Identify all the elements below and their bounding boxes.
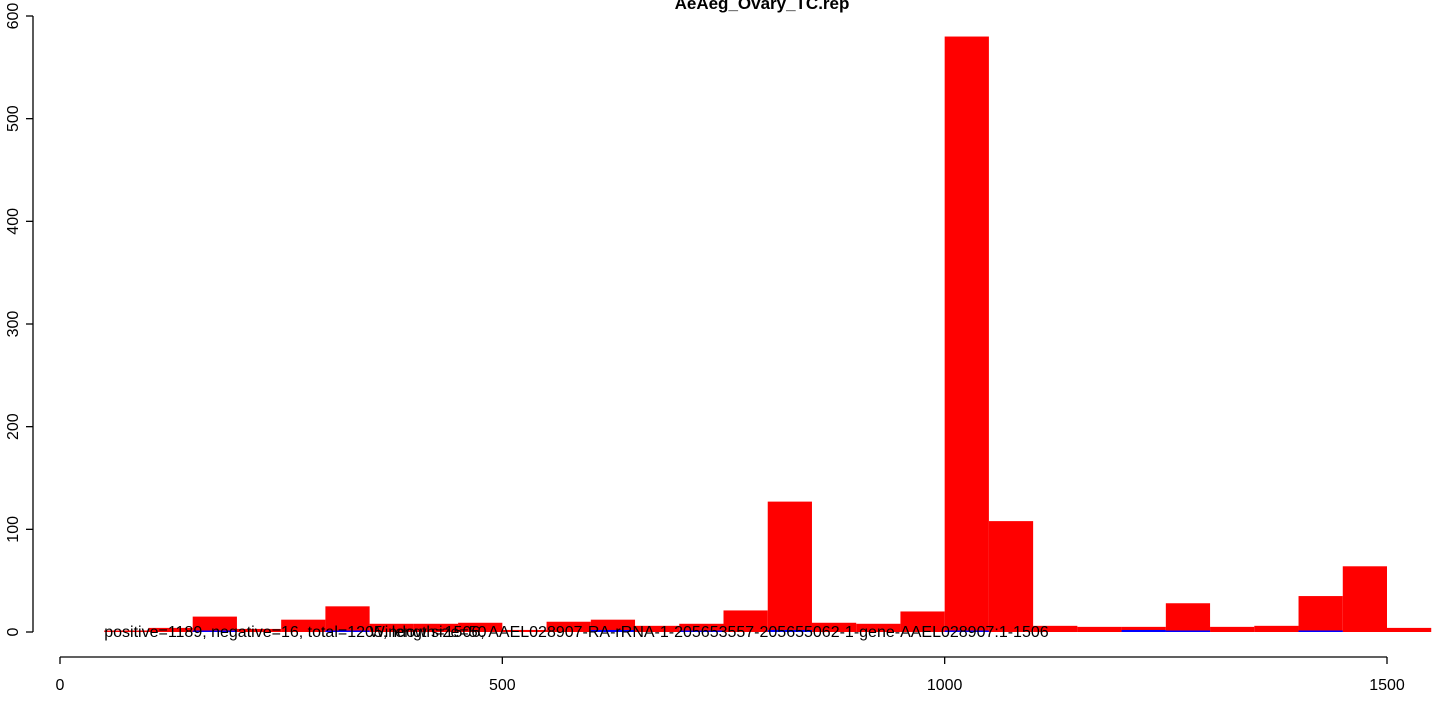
positive-bar-17 (856, 623, 901, 632)
positive-bar-25 (1210, 626, 1255, 632)
positive-bar-11 (590, 619, 636, 632)
y-tick-label-400: 400 (5, 208, 22, 235)
positive-bar-19 (944, 36, 989, 633)
chart-title: AeAeg_Ovary_TC.rep (675, 0, 850, 13)
positive-bar-6 (369, 623, 414, 632)
positive-bar-1 (148, 627, 193, 632)
positive-bar-20 (988, 521, 1034, 632)
x-tick-label-500: 500 (489, 677, 516, 694)
positive-bar-7 (413, 623, 459, 632)
positive-bar-10 (546, 621, 591, 632)
negative-bar-6 (1121, 629, 1166, 632)
y-axis: 0 100 200 300 400 500 600 (5, 3, 34, 636)
positive-bar-23 (1121, 626, 1166, 632)
positive-bar-29 (1387, 627, 1432, 632)
positive-bar-3 (236, 628, 282, 632)
positive-bars (104, 36, 1432, 633)
positive-bar-0 (104, 630, 149, 632)
positive-bar-2 (192, 616, 237, 632)
y-tick-label-0: 0 (5, 627, 22, 636)
positive-bar-28 (1342, 566, 1387, 632)
positive-bar-5 (325, 606, 370, 632)
negative-bar-8 (1298, 630, 1343, 632)
negative-bars (192, 629, 1343, 632)
negative-bar-3 (679, 630, 724, 632)
y-tick-label-600: 600 (5, 3, 22, 30)
negative-bar-1 (325, 630, 370, 632)
negative-bar-7 (1165, 630, 1211, 632)
annotation-1: Window size=50 (370, 624, 487, 641)
negative-bar-2 (590, 629, 636, 632)
positive-bar-9 (502, 629, 547, 632)
positive-bar-8 (458, 622, 503, 632)
positive-bar-27 (1298, 596, 1343, 632)
positive-bar-14 (723, 610, 768, 632)
y-tick-label-100: 100 (5, 516, 22, 543)
annotation-0: positive=1189, negative=16, total=1205, … (104, 624, 1049, 641)
positive-bar-18 (900, 611, 945, 632)
x-tick-label-1500: 1500 (1369, 677, 1405, 694)
positive-bar-12 (635, 625, 680, 632)
negative-bar-5 (944, 630, 989, 632)
positive-bar-16 (811, 622, 857, 632)
annotations: positive=1189, negative=16, total=1205, … (104, 624, 1049, 641)
y-tick-label-500: 500 (5, 105, 22, 132)
negative-bar-0 (192, 630, 237, 632)
positive-bar-15 (767, 501, 812, 632)
positive-bar-24 (1165, 603, 1211, 632)
y-tick-label-200: 200 (5, 413, 22, 440)
positive-bar-4 (281, 619, 326, 632)
positive-bar-13 (679, 623, 724, 632)
x-axis: 0 500 1000 1500 (56, 656, 1405, 694)
positive-bar-26 (1254, 625, 1299, 632)
positive-bar-21 (1033, 625, 1078, 632)
x-tick-label-1000: 1000 (927, 677, 963, 694)
y-tick-label-300: 300 (5, 311, 22, 338)
x-tick-label-0: 0 (56, 677, 65, 694)
negative-bar-4 (767, 629, 812, 632)
positive-bar-22 (1077, 626, 1122, 632)
